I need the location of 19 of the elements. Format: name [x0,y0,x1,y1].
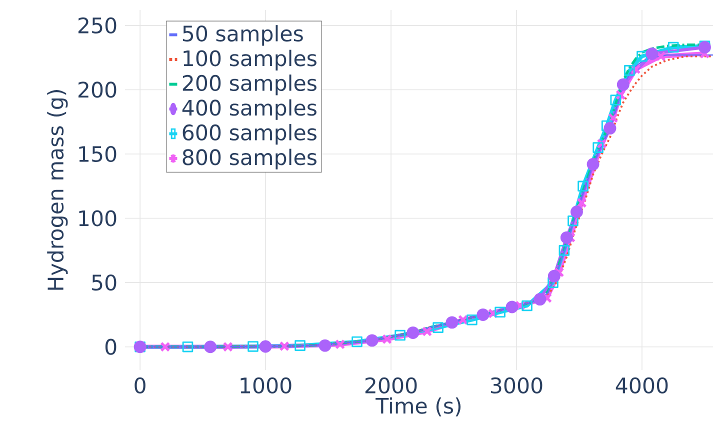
legend-label: 100 samples [184,50,316,70]
x-tick-label: 3000 [490,377,542,394]
legend-label: 400 samples [182,99,316,120]
legend-label: 600 samples [182,124,316,145]
y-tick-label: 100 [79,210,116,226]
y-axis-title: Hydrogen mass (g) [47,90,68,290]
y-tick-label: 150 [79,146,116,162]
y-tick-label: 250 [78,17,116,34]
x-tick-label: 0 [134,377,146,394]
y-tick-label: 50 [92,274,116,291]
x-axis-title: Time (s) [376,397,461,416]
x-tick-label: 4000 [616,377,668,394]
y-tick-label: 0 [105,338,116,355]
legend-label: 200 samples [182,74,316,96]
x-tick-label: 2000 [365,377,417,394]
x-tick-label: 1000 [240,377,292,394]
legend-label: 800 samples [182,148,316,170]
legend-label: 50 samples [182,25,303,46]
y-tick-label: 200 [78,82,116,98]
